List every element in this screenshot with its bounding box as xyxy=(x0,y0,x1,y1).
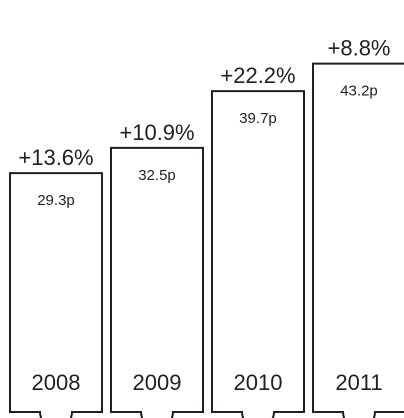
value-label-2011: 43.2p xyxy=(340,83,378,100)
growth-label-2008: +13.6% xyxy=(18,145,93,170)
year-label-2008: 2008 xyxy=(32,370,81,395)
year-label-2010: 2010 xyxy=(234,370,283,395)
growth-label-2010: +22.2% xyxy=(220,63,295,88)
value-label-2008: 29.3p xyxy=(37,192,75,209)
growth-label-2009: +10.9% xyxy=(119,120,194,145)
year-label-2009: 2009 xyxy=(133,370,182,395)
bar-2008 xyxy=(9,172,103,418)
value-label-2010: 39.7p xyxy=(239,110,277,127)
value-label-2009: 32.5p xyxy=(138,167,176,184)
bar-2010 xyxy=(211,90,305,418)
year-label-2011: 2011 xyxy=(335,370,382,395)
growth-label-2011: +8.8% xyxy=(328,36,391,61)
bars-layer xyxy=(9,62,404,418)
labels-layer: 29.3p +13.6% 2008 32.5p +10.9% 2009 39.7p +22.2… xyxy=(18,36,390,395)
bar-2009 xyxy=(110,146,204,418)
bar-2011 xyxy=(312,62,404,418)
